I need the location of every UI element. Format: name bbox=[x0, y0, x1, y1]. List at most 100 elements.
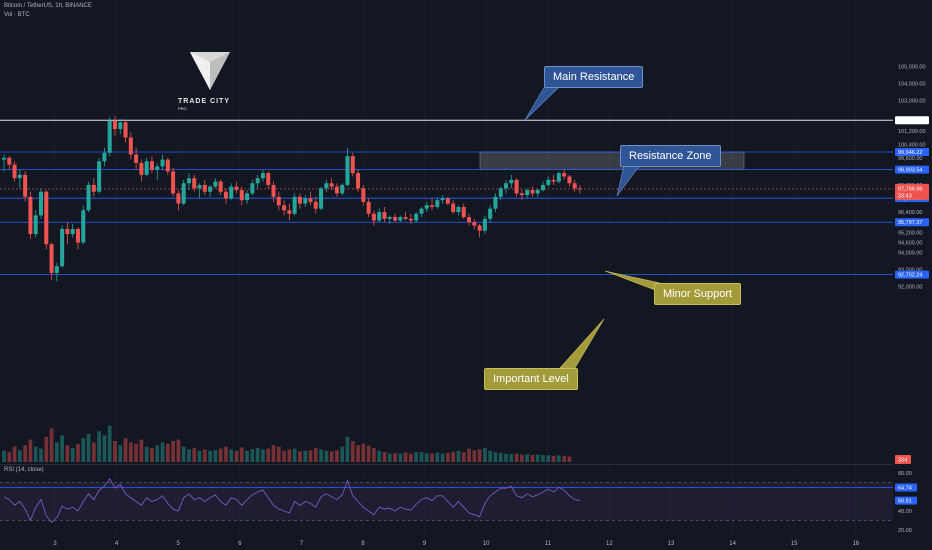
candle bbox=[371, 210, 376, 226]
candle bbox=[97, 157, 102, 194]
candle bbox=[149, 156, 154, 174]
candle bbox=[28, 191, 33, 240]
candle bbox=[408, 213, 413, 224]
candle-body bbox=[541, 184, 546, 191]
candle-body bbox=[255, 178, 260, 184]
volume-bar bbox=[229, 449, 234, 462]
candle bbox=[186, 173, 191, 191]
volume-bar bbox=[430, 453, 434, 462]
candle bbox=[292, 193, 297, 216]
volume-bar bbox=[261, 449, 265, 462]
candle bbox=[23, 171, 28, 202]
candle-body bbox=[340, 184, 345, 194]
price-level-tag bbox=[895, 218, 929, 227]
candle bbox=[461, 203, 466, 219]
candle-body bbox=[60, 228, 65, 267]
candle-body bbox=[477, 225, 482, 231]
candle-body bbox=[123, 122, 128, 138]
volume-bar bbox=[562, 455, 566, 462]
price-tick-label: 93,000.00 bbox=[898, 268, 922, 274]
date-tick-label: 11 bbox=[545, 541, 552, 547]
volume-bar bbox=[546, 455, 551, 462]
candle bbox=[509, 174, 514, 189]
volume-bar bbox=[91, 442, 96, 462]
volume-bar bbox=[23, 445, 27, 462]
volume-bar bbox=[472, 450, 477, 462]
candle-body bbox=[551, 179, 556, 182]
date-tick-label: 15 bbox=[791, 541, 798, 547]
volume-bar bbox=[266, 448, 271, 462]
candle-body bbox=[86, 184, 91, 211]
volume-bar bbox=[324, 450, 329, 462]
candle-body bbox=[371, 213, 376, 221]
price-level-tag-label: 99,946.22 bbox=[898, 150, 922, 156]
volume-bar bbox=[398, 453, 403, 462]
volume-bar bbox=[33, 446, 38, 462]
candle bbox=[319, 186, 324, 211]
volume-bar bbox=[239, 447, 244, 462]
volume-bar bbox=[483, 448, 487, 462]
candle bbox=[91, 178, 96, 197]
candle-body bbox=[149, 161, 154, 170]
candle-body bbox=[49, 244, 54, 273]
candle-body bbox=[297, 196, 302, 204]
candle-body bbox=[38, 191, 43, 216]
candle bbox=[250, 179, 255, 196]
price-level-tag bbox=[895, 148, 929, 157]
candle-body bbox=[514, 179, 519, 194]
volume-bar bbox=[208, 450, 212, 462]
price-axis[interactable]: 105,000.00 104,000.00 103,000.00 101,200.00… bbox=[893, 0, 932, 540]
candle bbox=[556, 171, 561, 184]
candle-body bbox=[467, 217, 472, 223]
volume-bar bbox=[49, 428, 54, 462]
candle bbox=[451, 200, 456, 214]
price-tick-label: 104,000.00 bbox=[898, 81, 926, 87]
candle bbox=[7, 156, 12, 170]
date-tick-label: 4 bbox=[115, 541, 119, 547]
candle bbox=[493, 193, 498, 213]
candle-body bbox=[186, 178, 191, 184]
candle bbox=[414, 212, 419, 223]
volume-bar bbox=[176, 439, 181, 462]
volume-bar bbox=[372, 448, 376, 462]
candle bbox=[334, 183, 339, 197]
volume-bar bbox=[308, 450, 313, 462]
candle-body bbox=[17, 174, 22, 179]
candle bbox=[297, 193, 302, 209]
candle-body bbox=[445, 198, 450, 204]
candle-body bbox=[107, 120, 112, 153]
rsi-tick-label: 20.00 bbox=[898, 528, 912, 534]
volume-bar bbox=[202, 449, 207, 462]
candle-body bbox=[144, 161, 149, 175]
candle bbox=[123, 120, 128, 143]
volume-bar bbox=[282, 450, 286, 462]
candle-body bbox=[530, 190, 535, 194]
candle bbox=[1, 154, 7, 172]
rsi-tick-label: 40.00 bbox=[898, 509, 912, 515]
volume-bar bbox=[97, 431, 101, 462]
candle-body bbox=[223, 191, 228, 199]
volume-bar bbox=[345, 436, 350, 462]
candle-body bbox=[33, 215, 38, 235]
candle bbox=[329, 178, 334, 191]
candle-body bbox=[451, 203, 456, 213]
candle-body bbox=[324, 183, 329, 189]
candle-countdown-label: 33:43 bbox=[898, 193, 912, 199]
candle-body bbox=[377, 212, 382, 221]
logo-suffix: PRO bbox=[178, 106, 187, 111]
date-axis[interactable]: 3 4 5 6 7 8 9 10 11 12 13 14 15 16 bbox=[0, 535, 932, 550]
volume-bar bbox=[530, 455, 535, 462]
candle bbox=[128, 132, 133, 160]
candle bbox=[519, 190, 524, 201]
date-tick-label: 9 bbox=[423, 541, 427, 547]
candle-body bbox=[12, 164, 17, 179]
logo-mark-icon bbox=[190, 52, 230, 90]
candle-body bbox=[271, 184, 276, 197]
candle bbox=[535, 188, 540, 197]
volume-bar bbox=[81, 438, 86, 462]
candle-body bbox=[519, 193, 524, 196]
volume-bar bbox=[298, 451, 302, 462]
candle-body bbox=[546, 179, 551, 185]
volume-bar bbox=[70, 448, 75, 462]
